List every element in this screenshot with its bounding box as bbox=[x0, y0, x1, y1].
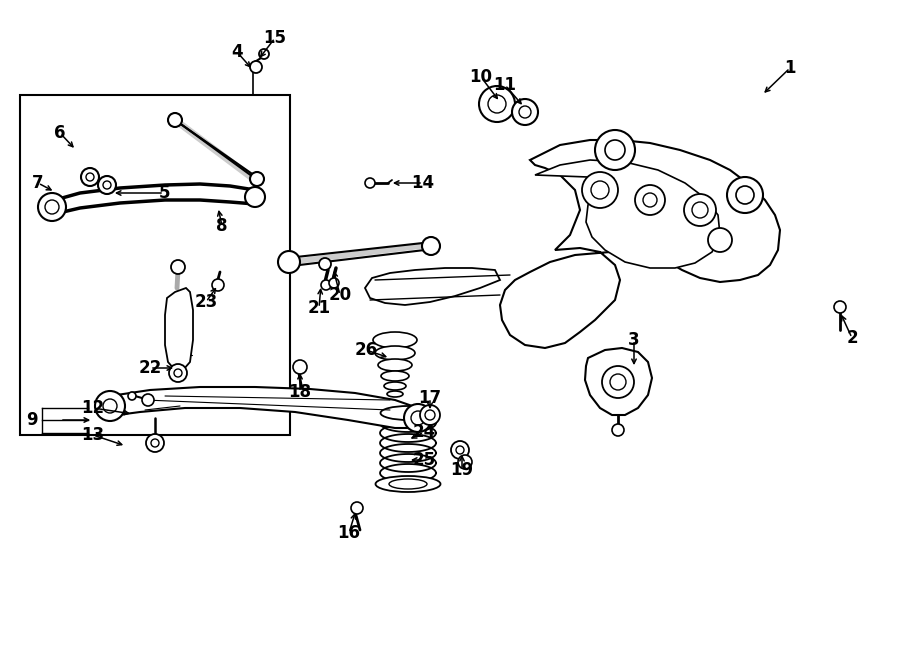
Text: 14: 14 bbox=[411, 174, 435, 192]
Polygon shape bbox=[500, 140, 780, 348]
Circle shape bbox=[582, 172, 618, 208]
Text: 24: 24 bbox=[412, 423, 436, 441]
Circle shape bbox=[81, 168, 99, 186]
Text: 5: 5 bbox=[158, 184, 170, 202]
Circle shape bbox=[612, 424, 624, 436]
Text: 2: 2 bbox=[846, 329, 858, 347]
Text: 21: 21 bbox=[308, 299, 330, 317]
Ellipse shape bbox=[378, 359, 412, 371]
Text: 13: 13 bbox=[81, 426, 104, 444]
Polygon shape bbox=[535, 160, 720, 268]
Text: 26: 26 bbox=[355, 341, 378, 359]
Circle shape bbox=[479, 86, 515, 122]
Circle shape bbox=[420, 405, 440, 425]
Circle shape bbox=[250, 61, 262, 73]
Ellipse shape bbox=[387, 391, 403, 397]
Circle shape bbox=[142, 394, 154, 406]
Circle shape bbox=[365, 178, 375, 188]
Circle shape bbox=[174, 369, 182, 377]
Circle shape bbox=[259, 49, 269, 59]
Circle shape bbox=[519, 106, 531, 118]
Circle shape bbox=[103, 399, 117, 413]
Circle shape bbox=[321, 280, 331, 290]
Polygon shape bbox=[585, 348, 652, 415]
Text: 19: 19 bbox=[450, 461, 473, 479]
Ellipse shape bbox=[381, 371, 409, 381]
Text: 1: 1 bbox=[784, 59, 796, 77]
Circle shape bbox=[128, 392, 136, 400]
Circle shape bbox=[411, 411, 425, 425]
Text: 8: 8 bbox=[216, 217, 228, 235]
Circle shape bbox=[98, 176, 116, 194]
Circle shape bbox=[595, 130, 635, 170]
Circle shape bbox=[422, 237, 440, 255]
Circle shape bbox=[591, 181, 609, 199]
Circle shape bbox=[45, 200, 59, 214]
Ellipse shape bbox=[375, 476, 440, 492]
Text: 15: 15 bbox=[264, 29, 286, 47]
Circle shape bbox=[451, 441, 469, 459]
Circle shape bbox=[605, 140, 625, 160]
Circle shape bbox=[151, 439, 159, 447]
Circle shape bbox=[727, 177, 763, 213]
Circle shape bbox=[169, 364, 187, 382]
Circle shape bbox=[488, 95, 506, 113]
Circle shape bbox=[319, 258, 331, 270]
Circle shape bbox=[86, 173, 94, 181]
Text: 17: 17 bbox=[418, 389, 442, 407]
Polygon shape bbox=[365, 268, 500, 305]
Text: 3: 3 bbox=[628, 331, 640, 349]
Circle shape bbox=[643, 193, 657, 207]
Circle shape bbox=[736, 186, 754, 204]
Circle shape bbox=[168, 113, 182, 127]
Circle shape bbox=[684, 194, 716, 226]
Text: 11: 11 bbox=[493, 76, 517, 94]
Bar bbox=[20, 95, 290, 435]
Text: 20: 20 bbox=[328, 286, 352, 304]
Text: 6: 6 bbox=[54, 124, 66, 142]
Text: 23: 23 bbox=[194, 293, 218, 311]
Circle shape bbox=[278, 251, 300, 273]
Ellipse shape bbox=[389, 479, 427, 489]
Text: 18: 18 bbox=[289, 383, 311, 401]
Circle shape bbox=[404, 404, 432, 432]
Circle shape bbox=[708, 228, 732, 252]
Text: 16: 16 bbox=[338, 524, 361, 542]
Circle shape bbox=[602, 366, 634, 398]
Circle shape bbox=[103, 181, 111, 189]
Polygon shape bbox=[110, 387, 418, 428]
Circle shape bbox=[146, 434, 164, 452]
Circle shape bbox=[95, 391, 125, 421]
Circle shape bbox=[610, 374, 626, 390]
Text: 22: 22 bbox=[139, 359, 162, 377]
Circle shape bbox=[250, 172, 264, 186]
Text: 4: 4 bbox=[231, 43, 243, 61]
Circle shape bbox=[512, 99, 538, 125]
Text: 10: 10 bbox=[470, 68, 492, 86]
Circle shape bbox=[425, 410, 435, 420]
Circle shape bbox=[458, 455, 472, 469]
Circle shape bbox=[329, 278, 339, 288]
Text: 12: 12 bbox=[81, 399, 104, 417]
Text: 25: 25 bbox=[412, 451, 436, 469]
Circle shape bbox=[245, 187, 265, 207]
Circle shape bbox=[212, 279, 224, 291]
Circle shape bbox=[351, 502, 363, 514]
Circle shape bbox=[635, 185, 665, 215]
Circle shape bbox=[456, 446, 464, 454]
Ellipse shape bbox=[381, 406, 436, 420]
Circle shape bbox=[38, 193, 66, 221]
Text: 9: 9 bbox=[26, 411, 38, 429]
Ellipse shape bbox=[384, 382, 406, 390]
Circle shape bbox=[171, 260, 185, 274]
Polygon shape bbox=[165, 288, 193, 370]
Ellipse shape bbox=[373, 332, 417, 348]
Circle shape bbox=[834, 301, 846, 313]
Text: 7: 7 bbox=[32, 174, 44, 192]
Circle shape bbox=[293, 360, 307, 374]
Ellipse shape bbox=[375, 346, 415, 360]
Circle shape bbox=[692, 202, 708, 218]
